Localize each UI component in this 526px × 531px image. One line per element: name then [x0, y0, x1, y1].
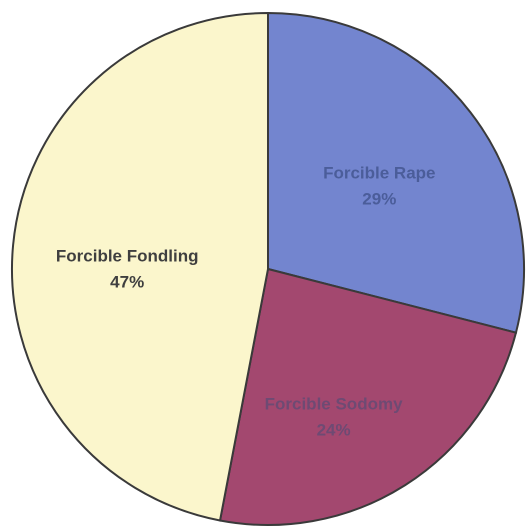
slice-label: Forcible Sodomy — [265, 395, 403, 414]
pie-slice-forcible-rape — [267, 11, 525, 334]
slice-label: Forcible Rape — [323, 164, 435, 183]
slice-percent-label: 47% — [110, 273, 144, 292]
slice-percent-label: 29% — [362, 190, 396, 209]
slice-percent-label: 24% — [317, 421, 351, 440]
pie-slice-forcible-fondling — [11, 11, 269, 522]
pie-slice-forcible-sodomy — [218, 267, 518, 526]
slice-label: Forcible Fondling — [56, 247, 199, 266]
